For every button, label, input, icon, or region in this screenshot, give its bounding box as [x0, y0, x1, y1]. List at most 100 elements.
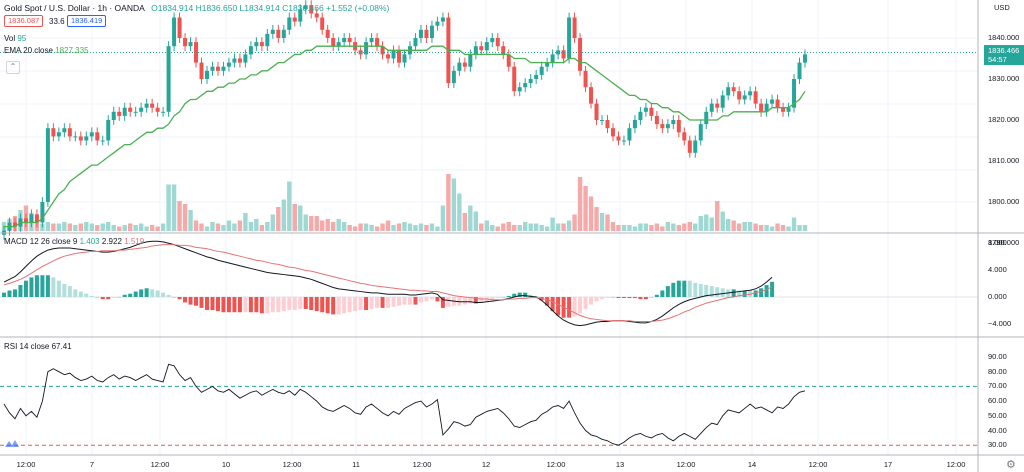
candle-body	[23, 218, 28, 223]
volume-bar	[402, 222, 407, 231]
symbol-title[interactable]: Gold Spot / U.S. Dollar · 1h · OANDA	[4, 3, 145, 13]
rsi-axis-label: 50.00	[988, 410, 1007, 420]
macd-hist-bar	[572, 297, 577, 317]
macd-hist-bar	[534, 295, 539, 297]
candle-body	[188, 42, 193, 47]
candle-body	[221, 66, 226, 71]
macd-hist-bar	[281, 297, 286, 312]
volume-bar	[577, 177, 583, 231]
macd-hist-bar	[418, 297, 423, 303]
volume-bar	[682, 223, 687, 231]
volume-bar	[555, 223, 561, 231]
candle-body	[386, 54, 391, 59]
macd-hist-bar	[556, 297, 561, 316]
macd-hist-bar	[194, 297, 199, 306]
candle-body	[259, 42, 264, 47]
vol-value: 95	[17, 34, 27, 43]
candle-body	[215, 66, 220, 71]
candle-body	[155, 107, 160, 112]
macd-hist-bar	[298, 297, 303, 309]
candle-body	[391, 50, 396, 59]
candle-body	[583, 70, 588, 88]
volume-bar	[287, 181, 292, 231]
volume-bar	[736, 223, 742, 231]
ask-price[interactable]: 1836.419	[67, 15, 107, 27]
candle-body	[643, 107, 648, 112]
bid-price[interactable]: 1836.087	[4, 15, 44, 27]
volume-bar	[720, 211, 725, 231]
volume-bar	[632, 226, 638, 231]
volume-bar	[742, 222, 747, 231]
candle-body	[34, 214, 39, 223]
macd-hist-bar	[270, 297, 275, 313]
candle-body	[671, 120, 676, 125]
volume-bar	[210, 222, 215, 231]
volume-bar	[731, 220, 736, 231]
time-axis-label: 12:00	[946, 460, 966, 469]
volume-bar	[309, 216, 314, 231]
volume-bar	[358, 223, 363, 231]
candle-body	[336, 42, 341, 47]
macd-hist-bar	[665, 286, 670, 297]
macd-hist-bar	[402, 297, 407, 305]
macd-hist-bar	[748, 290, 753, 297]
candle-body	[600, 120, 605, 121]
rsi-axis-label: 70.00	[988, 381, 1007, 391]
macd-hist-bar	[23, 280, 28, 297]
volume-bar	[616, 225, 621, 231]
macd-hist-bar	[429, 297, 434, 300]
volume-bar	[649, 225, 654, 231]
candle-body	[309, 5, 314, 14]
rsi-label: RSI 14 close	[4, 342, 50, 351]
volume-bar	[133, 225, 138, 231]
volume-bar	[226, 220, 232, 231]
collapse-legend-button[interactable]: ⌃	[6, 61, 20, 74]
volume-bar	[341, 222, 347, 231]
candle-body	[122, 107, 127, 116]
volume-bar	[84, 222, 89, 231]
volume-bar	[45, 222, 51, 231]
candle-body	[172, 17, 177, 47]
candle-body	[139, 107, 144, 112]
candle-body	[484, 42, 489, 51]
volume-bar	[56, 223, 62, 231]
macd-hist-bar	[106, 297, 111, 300]
candle-body	[545, 62, 550, 67]
macd-hist-bar	[45, 275, 50, 297]
volume-bar	[709, 217, 714, 231]
candle-body	[204, 70, 209, 79]
settings-gear-icon[interactable]: ⚙	[1006, 459, 1016, 471]
macd-value: 1.403	[79, 237, 100, 246]
candle-body	[199, 62, 204, 79]
time-axis-label: 10	[221, 460, 231, 469]
candle-body	[561, 50, 566, 59]
rsi-line	[3, 363, 806, 446]
macd-hist-bar	[567, 297, 572, 318]
time-axis-label: 12:00	[150, 460, 170, 469]
volume-bar	[572, 214, 577, 231]
volume-bar	[599, 213, 605, 231]
macd-hist-bar	[29, 277, 34, 297]
volume-bar	[100, 223, 105, 231]
macd-hist-bar	[254, 297, 259, 313]
volume-bar	[199, 223, 204, 231]
volume-bar	[698, 216, 703, 231]
volume-bar	[347, 225, 352, 231]
candle-body	[287, 17, 292, 30]
macd-hist-bar	[468, 297, 473, 304]
volume-bar	[512, 225, 517, 231]
macd-hist-bar	[413, 297, 418, 305]
candle-body	[539, 66, 544, 75]
volume-bar	[407, 223, 413, 231]
volume-bar	[594, 207, 599, 231]
volume-bar	[144, 226, 149, 231]
macd-hist-bar	[621, 297, 626, 298]
volume-bar	[643, 223, 649, 231]
candle-body	[550, 54, 555, 63]
macd-hist-bar	[111, 297, 116, 299]
volume-bar	[588, 196, 594, 231]
macd-hist-bar	[128, 293, 133, 297]
macd-hist-bar	[435, 297, 440, 302]
macd-hist-bar	[737, 290, 742, 297]
